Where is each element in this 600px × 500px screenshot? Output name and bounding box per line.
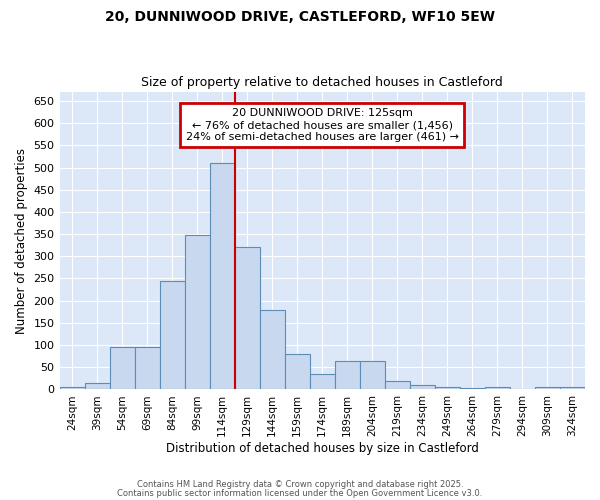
X-axis label: Distribution of detached houses by size in Castleford: Distribution of detached houses by size … xyxy=(166,442,479,455)
Bar xyxy=(310,374,335,390)
Text: 20, DUNNIWOOD DRIVE, CASTLEFORD, WF10 5EW: 20, DUNNIWOOD DRIVE, CASTLEFORD, WF10 5E… xyxy=(105,10,495,24)
Title: Size of property relative to detached houses in Castleford: Size of property relative to detached ho… xyxy=(142,76,503,90)
Bar xyxy=(59,387,85,390)
Text: 20 DUNNIWOOD DRIVE: 125sqm
← 76% of detached houses are smaller (1,456)
24% of s: 20 DUNNIWOOD DRIVE: 125sqm ← 76% of deta… xyxy=(186,108,459,142)
Bar xyxy=(335,362,360,390)
Y-axis label: Number of detached properties: Number of detached properties xyxy=(15,148,28,334)
Bar xyxy=(435,387,460,390)
Text: Contains public sector information licensed under the Open Government Licence v3: Contains public sector information licen… xyxy=(118,488,482,498)
Bar xyxy=(160,280,185,390)
Bar xyxy=(134,348,160,390)
Bar xyxy=(285,354,310,390)
Bar xyxy=(360,362,385,390)
Bar xyxy=(535,387,560,390)
Bar xyxy=(185,235,209,390)
Bar xyxy=(260,310,285,390)
Bar xyxy=(410,385,435,390)
Text: Contains HM Land Registry data © Crown copyright and database right 2025.: Contains HM Land Registry data © Crown c… xyxy=(137,480,463,489)
Bar xyxy=(485,387,510,390)
Bar xyxy=(85,383,110,390)
Bar xyxy=(460,388,485,390)
Bar xyxy=(235,248,260,390)
Bar xyxy=(209,163,235,390)
Bar xyxy=(560,387,585,390)
Bar xyxy=(110,348,134,390)
Bar xyxy=(385,382,410,390)
